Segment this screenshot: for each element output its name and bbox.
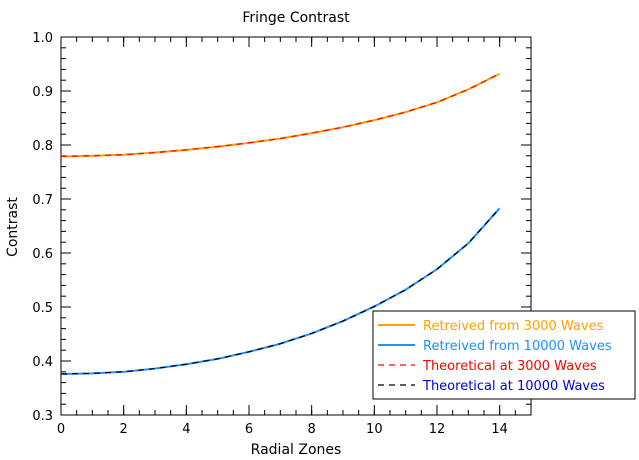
tick-labels: 0 2 4 6 8 10 12 14 0.3 0.4 0.5 0.6 0.7 0.8 0.9 1.0 bbox=[32, 31, 508, 437]
y-tick-label: 0.7 bbox=[32, 193, 53, 208]
x-tick-label: 10 bbox=[366, 422, 383, 437]
y-tick-label: 0.4 bbox=[32, 355, 53, 370]
series-line-3 bbox=[60, 73, 500, 157]
y-tick-label: 0.9 bbox=[32, 85, 53, 100]
x-tick-label: 4 bbox=[182, 422, 190, 437]
x-tick-label: 2 bbox=[120, 422, 128, 437]
legend-label-4: Theoretical at 10000 Waves bbox=[422, 379, 605, 394]
x-tick-label: 14 bbox=[491, 422, 508, 437]
x-tick-label: 0 bbox=[57, 422, 65, 437]
y-tick-label: 0.5 bbox=[32, 301, 53, 316]
legend-label-3: Theoretical at 3000 Waves bbox=[422, 359, 597, 374]
y-tick-label: 0.3 bbox=[32, 409, 53, 424]
legend-box bbox=[372, 310, 636, 400]
legend: Retreived from 3000 Waves Retreived from … bbox=[372, 310, 636, 400]
legend-label-1: Retreived from 3000 Waves bbox=[423, 319, 604, 334]
y-tick-label: 0.6 bbox=[32, 247, 53, 262]
y-tick-label: 0.8 bbox=[32, 139, 53, 154]
x-axis-label: Radial Zones bbox=[251, 442, 342, 458]
x-tick-label: 8 bbox=[308, 422, 316, 437]
legend-label-2: Retreived from 10000 Waves bbox=[423, 339, 612, 354]
y-tick-label: 1.0 bbox=[32, 31, 53, 46]
series-lines bbox=[60, 72, 501, 375]
x-tick-label: 6 bbox=[245, 422, 253, 437]
chart-title: Fringe Contrast bbox=[242, 10, 350, 26]
series-line-4 bbox=[60, 207, 501, 375]
x-tick-label: 12 bbox=[429, 422, 446, 437]
y-axis-label: Contrast bbox=[5, 197, 21, 257]
axis-ticks bbox=[60, 36, 532, 416]
series-line-1 bbox=[60, 72, 501, 158]
